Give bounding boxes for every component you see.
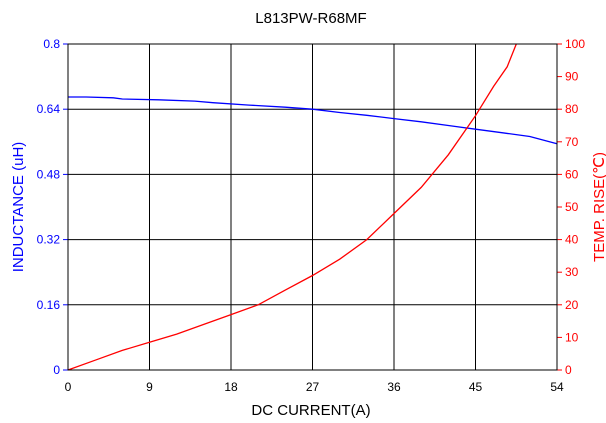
x-tick-label: 27 <box>306 380 320 394</box>
y-right-tick-label: 60 <box>565 167 579 181</box>
x-axis-title: DC CURRENT(A) <box>251 402 370 419</box>
y-right-axis-ticks: 0 10 20 30 40 50 60 70 80 90 100 <box>557 37 585 377</box>
temp-rise-curve <box>67 43 517 371</box>
y-right-tick-label: 100 <box>565 37 585 51</box>
y-left-tick-label: 0.16 <box>37 298 61 312</box>
y-left-tick-label: 0.32 <box>37 233 61 247</box>
y-right-tick-label: 50 <box>565 200 579 214</box>
y-right-axis-title: TEMP. RISE(℃) <box>591 152 606 262</box>
inductance-curve <box>68 96 558 145</box>
x-tick-label: 54 <box>550 380 564 394</box>
x-tick-label: 0 <box>65 380 72 394</box>
x-tick-label: 45 <box>469 380 483 394</box>
x-tick-label: 18 <box>224 380 238 394</box>
y-left-tick-label: 0.8 <box>43 37 60 51</box>
y-right-tick-label: 70 <box>565 135 579 149</box>
y-right-tick-label: 80 <box>565 102 579 116</box>
y-right-tick-label: 20 <box>565 298 579 312</box>
x-tick-label: 9 <box>146 380 153 394</box>
y-right-tick-label: 10 <box>565 330 579 344</box>
y-left-tick-label: 0 <box>53 363 60 377</box>
chart-title: L813PW-R68MF <box>255 10 366 27</box>
x-axis-ticks: 0 9 18 27 36 45 54 <box>65 380 564 394</box>
series-group <box>67 43 558 371</box>
y-right-tick-label: 90 <box>565 70 579 84</box>
y-left-axis-title: INDUCTANCE (uH) <box>10 142 27 273</box>
y-left-tick-label: 0.64 <box>37 102 61 116</box>
plot-frame <box>67 43 558 371</box>
x-tick-label: 36 <box>387 380 401 394</box>
y-right-tick-label: 0 <box>565 363 572 377</box>
y-right-tick-label: 40 <box>565 233 579 247</box>
y-right-tick-label: 30 <box>565 265 579 279</box>
y-left-axis-ticks: 0 0.16 0.32 0.48 0.64 0.8 <box>37 37 68 377</box>
y-left-tick-label: 0.48 <box>37 167 61 181</box>
grid <box>67 43 558 371</box>
